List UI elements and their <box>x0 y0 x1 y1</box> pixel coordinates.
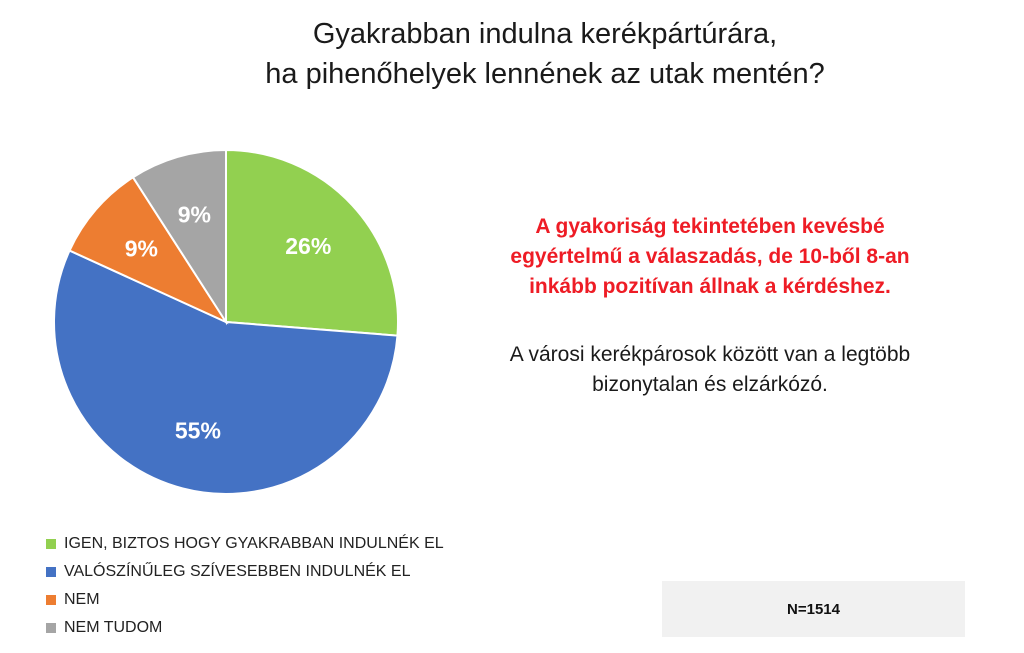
sample-size-box: N=1514 <box>662 581 965 637</box>
pie-slice-labels: 26% 55% 9% 9% <box>125 202 332 444</box>
pie-slice-1 <box>53 249 399 495</box>
chart-legend: IGEN, BIZTOS HOGY GYAKRABBAN INDULNÉK EL… <box>46 530 444 642</box>
plain-note-line-2: bizonytalan és elzárkózó. <box>592 373 828 396</box>
legend-label: NEM TUDOM <box>64 619 163 636</box>
legend-label: IGEN, BIZTOS HOGY GYAKRABBAN INDULNÉK EL <box>64 535 444 552</box>
sample-size-label: N=1514 <box>787 600 840 618</box>
legend-swatch <box>46 539 56 549</box>
legend-item-nem: NEM <box>46 586 444 614</box>
highlight-note: A gyakoriság tekintetében kevésbé egyért… <box>445 212 975 302</box>
pie-slice-2 <box>68 175 229 325</box>
legend-label: VALÓSZÍNŰLEG SZÍVESEBBEN INDULNÉK EL <box>64 563 411 580</box>
plain-note-line-1: A városi kerékpárosok között van a legtö… <box>509 343 911 366</box>
pie-slice-label-0: 26% <box>285 233 331 259</box>
chart-title: Gyakrabban indulna kerékpártúrára, ha pi… <box>180 14 910 94</box>
legend-item-igen: IGEN, BIZTOS HOGY GYAKRABBAN INDULNÉK EL <box>46 530 444 558</box>
pie-slice-label-2: 9% <box>125 236 158 262</box>
pie-slices <box>53 148 399 495</box>
highlight-note-line-2: egyértelmű a válaszadás, de 10-ből 8-an <box>510 245 910 268</box>
pie-slice-label-3: 9% <box>178 202 211 228</box>
legend-item-nem-tudom: NEM TUDOM <box>46 614 444 642</box>
chart-title-line-1: Gyakrabban indulna kerékpártúrára, <box>312 18 778 50</box>
chart-title-line-2: ha pihenőhelyek lennének az utak mentén? <box>265 58 825 90</box>
highlight-note-line-1: A gyakoriság tekintetében kevésbé <box>535 215 885 238</box>
legend-swatch <box>46 567 56 577</box>
pie-slice-0 <box>225 148 399 337</box>
legend-label: NEM <box>64 591 100 608</box>
pie-chart: 26% 55% 9% 9% <box>53 148 399 495</box>
pie-slice-label-1: 55% <box>175 417 221 443</box>
plain-note: A városi kerékpárosok között van a legtö… <box>445 340 975 400</box>
pie-slice-3 <box>131 148 227 326</box>
highlight-note-line-3: inkább pozitívan állnak a kérdéshez. <box>529 275 891 298</box>
legend-swatch <box>46 623 56 633</box>
legend-swatch <box>46 595 56 605</box>
legend-item-valoszinuleg: VALÓSZÍNŰLEG SZÍVESEBBEN INDULNÉK EL <box>46 558 444 586</box>
